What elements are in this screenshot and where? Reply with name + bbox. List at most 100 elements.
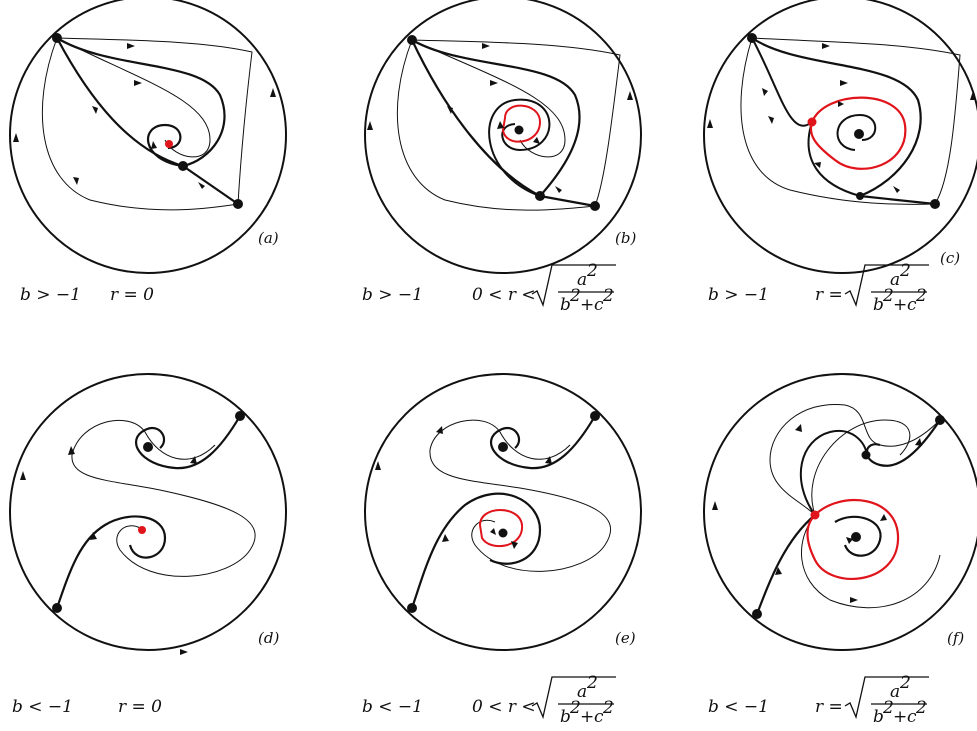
arrow [838, 101, 844, 107]
arrow [20, 471, 26, 480]
orbit [71, 419, 256, 577]
arrow [795, 424, 802, 432]
arrow [134, 80, 142, 86]
arrow [762, 88, 768, 96]
separatrix [411, 39, 541, 197]
denominator-b-exponent: 2 [569, 286, 581, 306]
critical-point [930, 199, 940, 209]
separatrix [751, 37, 813, 127]
separatrix [411, 39, 581, 197]
limit-cycle [478, 509, 524, 547]
numerator: a [577, 682, 587, 702]
panel-label: (f) [947, 629, 964, 647]
arrow [270, 88, 276, 97]
arrow [915, 438, 922, 446]
condition-r: r = [815, 697, 843, 717]
condition-b: b < −1 [12, 697, 73, 717]
plus-sign: + [580, 707, 594, 727]
spiral [834, 515, 882, 557]
arrow [707, 119, 713, 128]
arrow [840, 80, 848, 86]
critical-point [590, 411, 600, 421]
arrow [893, 186, 900, 193]
numerator-exponent: 2 [586, 261, 598, 281]
condition-r: 0 < r < [472, 285, 536, 305]
arrow [90, 532, 97, 540]
arrow [497, 121, 504, 129]
panel-b: (b) [364, 0, 642, 274]
arrow [533, 137, 540, 144]
sqrt-radical [844, 264, 929, 308]
condition-b: b > −1 [708, 285, 769, 305]
arrow [127, 43, 135, 49]
condition-r: r = 0 [118, 697, 162, 717]
poincare-disk [9, 0, 287, 274]
critical-point [407, 603, 417, 613]
orbit [740, 37, 936, 205]
critical-point [235, 411, 245, 421]
denominator-b-exponent: 2 [882, 286, 894, 306]
focus [851, 532, 861, 542]
plus-sign: + [893, 295, 907, 315]
plus-sign: + [580, 295, 594, 315]
arrow [627, 91, 633, 100]
arrow [846, 537, 853, 544]
denominator-b-exponent: 2 [882, 698, 894, 718]
poincare-disk [9, 373, 287, 651]
denominator-c-exponent: 2 [915, 698, 927, 718]
orbit [811, 419, 911, 516]
condition-b: b < −1 [708, 697, 769, 717]
denominator-c-exponent: 2 [602, 286, 614, 306]
numerator: a [890, 682, 900, 702]
arrow [814, 162, 821, 168]
denominator-c: c [594, 707, 604, 727]
focus [143, 442, 153, 452]
separatrix [539, 194, 596, 208]
orbit [411, 39, 621, 207]
poincare-disk [703, 0, 977, 274]
plus-sign: + [893, 707, 907, 727]
separatrix [865, 419, 941, 467]
sqrt-radical [531, 264, 616, 308]
arrow [442, 534, 449, 542]
panel-a: (a) [9, 0, 287, 274]
panel-label: (a) [258, 229, 279, 247]
denominator-b: b [560, 707, 571, 727]
panel-e: (e) [364, 373, 642, 651]
arrow [13, 133, 19, 142]
critical-point [52, 603, 62, 613]
limit-cycle [806, 498, 900, 580]
orbit [41, 37, 239, 211]
spiral [146, 123, 184, 168]
arrow [775, 567, 782, 575]
condition-b: b > −1 [362, 285, 423, 305]
denominator-b: b [873, 707, 884, 727]
arrow [436, 426, 443, 434]
condition-r: r = [815, 285, 843, 305]
arrow [490, 80, 498, 86]
focus [498, 528, 508, 538]
orbit [751, 37, 961, 205]
sqrt-radical [844, 676, 929, 720]
separatrix [134, 415, 241, 470]
focus [514, 125, 524, 135]
critical-point [590, 201, 600, 211]
arrow [367, 121, 373, 130]
denominator-b: b [873, 295, 884, 315]
condition-r: 0 < r < [472, 697, 536, 717]
orbit [411, 39, 566, 158]
arrow [447, 106, 453, 114]
focus [861, 450, 871, 460]
numerator-exponent: 2 [899, 673, 911, 693]
arrow [490, 528, 496, 535]
denominator-c: c [907, 707, 917, 727]
separatrix [489, 415, 596, 470]
saddle-red [807, 117, 817, 127]
spiral [836, 113, 877, 151]
condition-b: b > −1 [20, 285, 81, 305]
focus [498, 442, 508, 452]
poincare-disk [703, 373, 977, 651]
saddle-red [810, 510, 820, 520]
arrow [190, 456, 197, 464]
